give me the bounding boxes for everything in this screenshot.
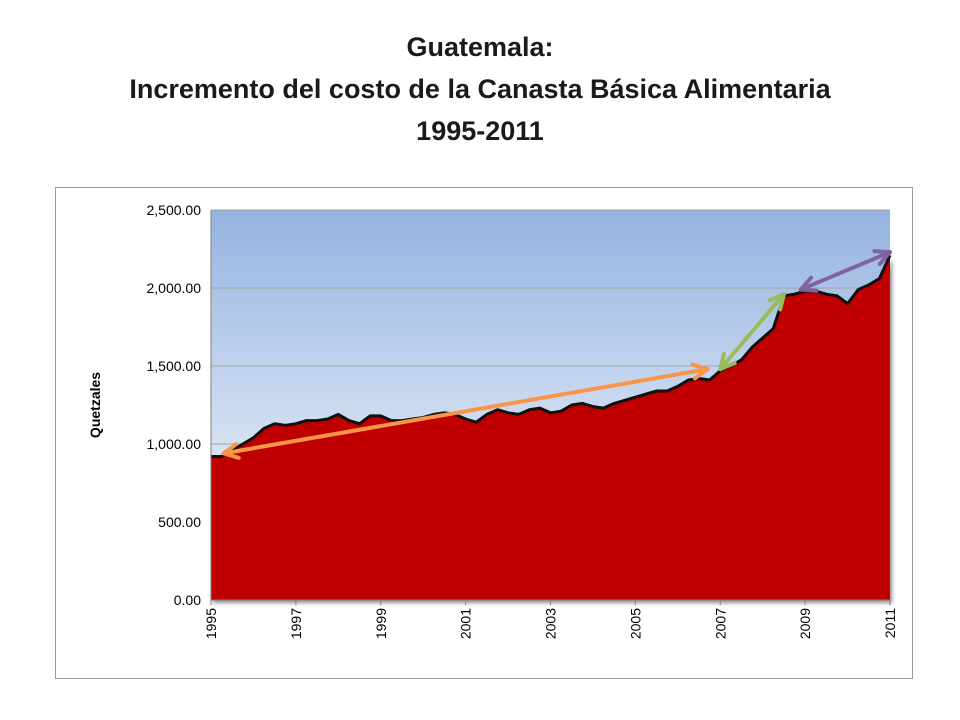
area-chart: 0.00 500.00 1,000.00 1,500.00 2,000.00 2,500.… <box>87 202 898 639</box>
y-tick-labels: 0.00 500.00 1,000.00 1,500.00 2,000.00 2,500.… <box>147 202 202 608</box>
trend-arrow-green <box>718 292 786 372</box>
trend-arrows <box>221 249 892 460</box>
arrow-head <box>798 275 819 293</box>
x-tick-label: 1997 <box>288 608 304 639</box>
arrow-shaft <box>221 367 710 456</box>
y-tick-label: 0.00 <box>174 592 201 608</box>
x-tick-labels: 1995 1997 1999 2001 2003 2005 2007 2009 2011 <box>203 600 898 639</box>
x-tick-label: 1995 <box>203 608 219 639</box>
y-tick-label: 500.00 <box>158 514 201 530</box>
arrow-shaft <box>798 250 892 292</box>
x-tick-label: 1999 <box>373 608 389 639</box>
trend-arrow-orange <box>221 362 710 460</box>
y-tick-label: 2,000.00 <box>147 280 202 296</box>
y-axis-label: Quetzales <box>87 372 103 438</box>
series-line <box>211 254 892 458</box>
x-tick-label: 2001 <box>458 608 474 639</box>
title-line-1: Guatemala: <box>406 32 554 62</box>
y-tick-label: 2,500.00 <box>147 202 202 218</box>
arrow-head <box>690 362 710 381</box>
chart-frame: 0.00 500.00 1,000.00 1,500.00 2,000.00 2,500.… <box>55 187 913 679</box>
x-tick-label: 2003 <box>543 608 559 639</box>
x-tick-label: 2005 <box>627 608 643 639</box>
title-line-3: 1995-2011 <box>416 116 544 146</box>
x-tick-label: 2011 <box>882 608 898 638</box>
arrow-head <box>221 442 241 460</box>
arrow-head <box>767 292 786 312</box>
arrow-shaft <box>718 292 786 372</box>
title-line-2: Incremento del costo de la Canasta Básic… <box>129 74 831 104</box>
y-tick-label: 1,000.00 <box>147 436 202 452</box>
arrow-head <box>872 249 892 266</box>
slide-title: Guatemala: Incremento del costo de la Ca… <box>0 26 960 152</box>
trend-arrow-purple <box>798 249 892 293</box>
x-tick-label: 2009 <box>797 608 813 639</box>
arrow-head <box>718 351 737 372</box>
y-tick-label: 1,500.00 <box>147 358 202 374</box>
x-tick-label: 2007 <box>712 608 728 639</box>
series-area <box>211 255 890 600</box>
